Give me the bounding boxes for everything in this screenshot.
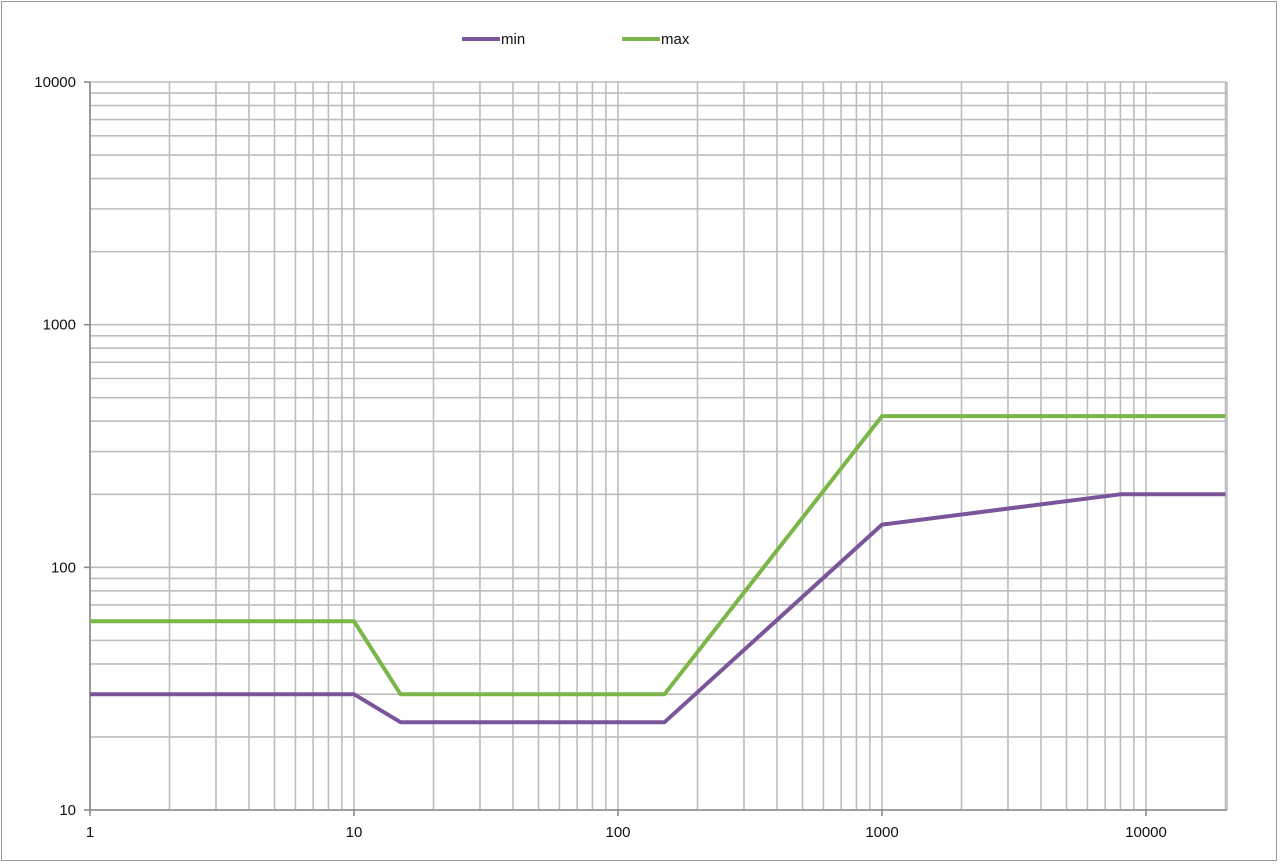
x-tick-label: 100 <box>605 824 630 841</box>
series-line-max <box>90 414 1226 697</box>
x-axis-ticks: 1 10 100 1000 10000 <box>86 810 1167 841</box>
y-tick-label: 1000 <box>43 317 76 334</box>
legend-label-max: max <box>661 31 690 48</box>
x-tick-label: 10000 <box>1125 824 1167 841</box>
x-tick-label: 1000 <box>865 824 898 841</box>
x-tick-label: 1 <box>86 824 94 841</box>
legend: min max <box>462 31 690 48</box>
gridlines <box>89 81 1228 811</box>
y-axis-ticks: 10 100 1000 10000 <box>34 74 90 819</box>
legend-label-min: min <box>501 31 525 48</box>
y-tick-label: 10000 <box>34 74 76 91</box>
series-lines <box>90 414 1226 725</box>
y-tick-label: 10 <box>59 802 76 819</box>
y-tick-label: 100 <box>51 559 76 576</box>
series-line-min <box>90 492 1226 725</box>
axes <box>89 82 1227 811</box>
x-tick-label: 10 <box>346 824 363 841</box>
